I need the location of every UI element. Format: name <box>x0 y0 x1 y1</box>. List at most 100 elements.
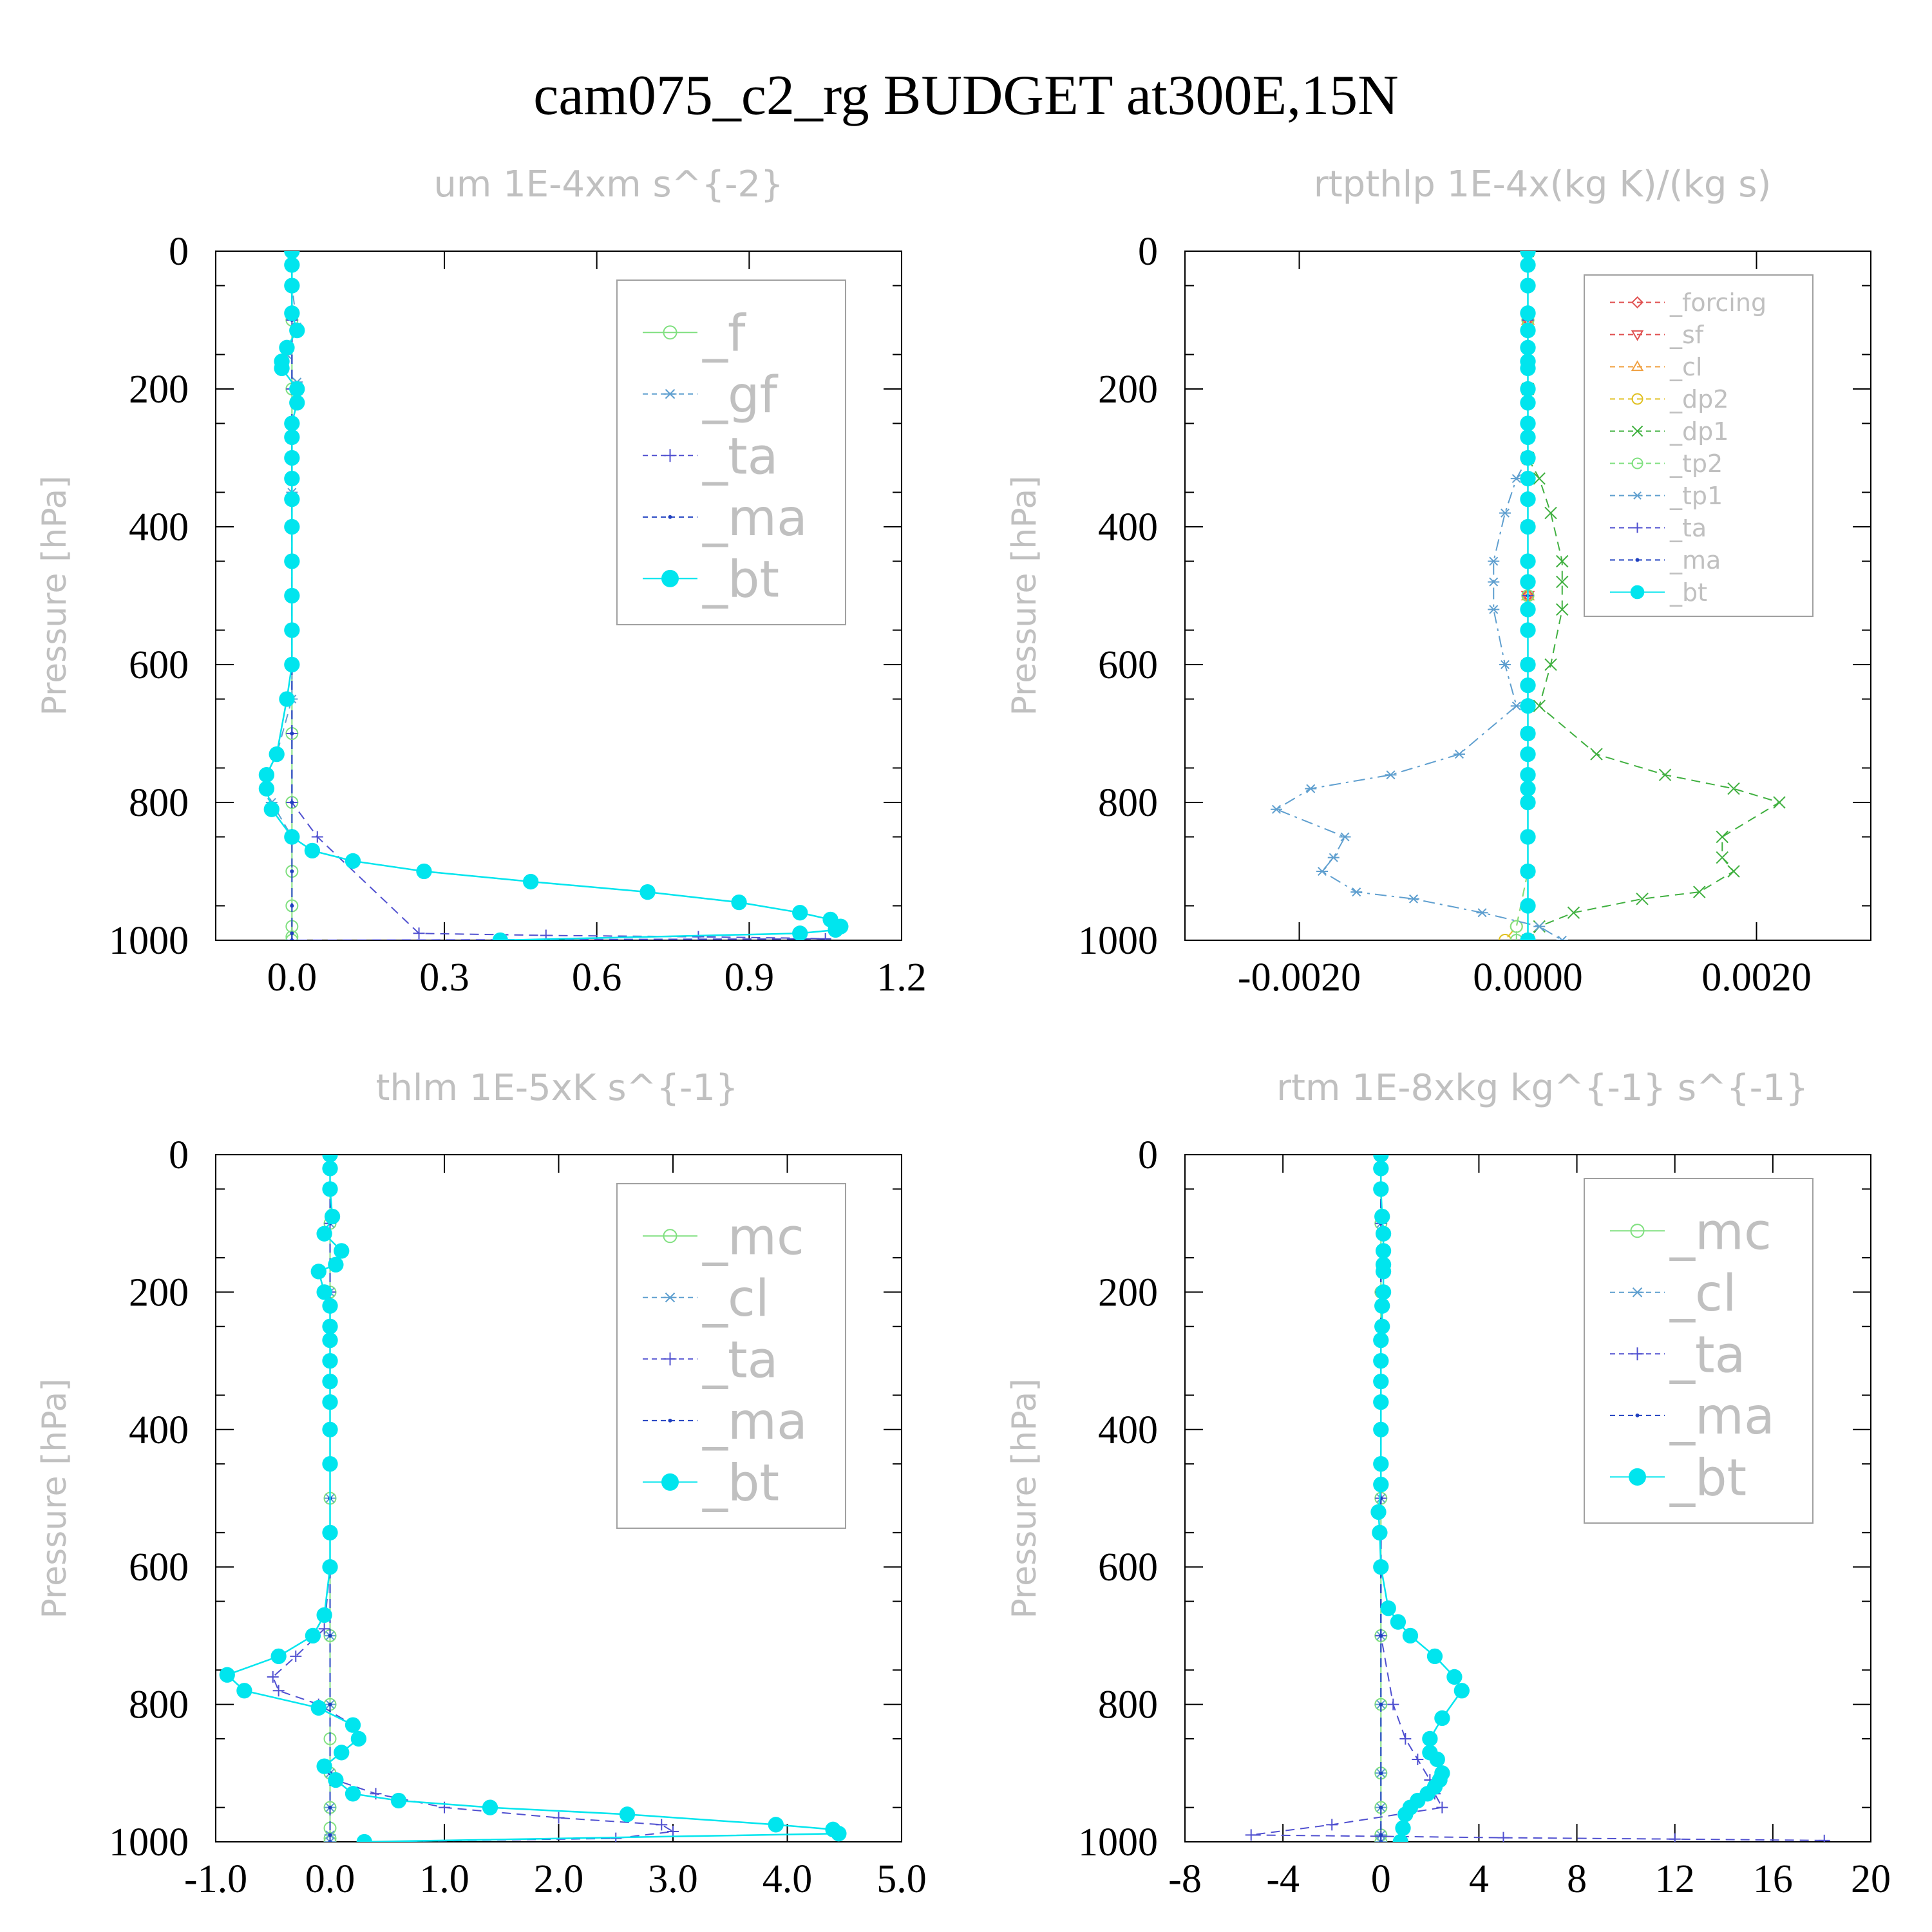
marker-small-dot <box>1379 1702 1383 1707</box>
marker-cross <box>1636 893 1649 905</box>
marker-small-dot <box>290 800 294 804</box>
panel-2: 0 200 400 600 800 1000 -0.0020 0.0000 0.0020 rtpt… <box>1005 164 1871 999</box>
marker-dot <box>828 922 844 938</box>
marker-plus <box>1631 1347 1644 1361</box>
marker-dot <box>322 1181 338 1197</box>
legend-item-sf: _sf <box>1610 321 1705 349</box>
marker-dot <box>274 360 290 377</box>
marker-dot <box>1520 898 1536 914</box>
marker-dot <box>316 1758 332 1774</box>
y-tick-label: 600 <box>129 1546 189 1589</box>
y-axis-label: Pressure [hPa] <box>35 476 74 716</box>
marker-dot <box>334 1745 350 1761</box>
y-tick-label: 800 <box>1098 781 1158 825</box>
marker-cross <box>1544 506 1557 520</box>
y-tick-label: 200 <box>1098 1271 1158 1314</box>
marker-asterisk <box>1454 750 1465 759</box>
marker-dot <box>1373 1352 1389 1369</box>
marker-dot <box>1392 1833 1408 1842</box>
marker-dot <box>1520 698 1536 714</box>
marker-dot <box>1454 1683 1470 1699</box>
y-tick-label: 1000 <box>1078 919 1158 963</box>
marker-dot <box>289 322 305 339</box>
marker-plus <box>553 1812 565 1824</box>
legend-label: _ta <box>702 428 778 486</box>
marker-dot <box>284 251 300 260</box>
marker-circle <box>1510 920 1523 933</box>
legend-label: _dp1 <box>1669 417 1728 446</box>
marker-dot <box>1520 781 1536 797</box>
panel-title: rtpthlp 1E-4x(kg K)/(kg s) <box>1314 164 1772 205</box>
marker-asterisk <box>1339 832 1351 842</box>
marker-asterisk <box>1488 577 1500 587</box>
marker-dot <box>1520 415 1536 431</box>
x-tick-label: -0.0020 <box>1238 956 1361 999</box>
legend-label: _cl <box>702 1270 770 1328</box>
marker-dot <box>322 1456 338 1472</box>
marker-dot <box>350 1730 367 1747</box>
marker-plus <box>413 927 425 940</box>
panel-title: um 1E-4xm s^{-2} <box>433 164 783 205</box>
marker-dot <box>219 1667 235 1683</box>
marker-plus <box>663 1352 677 1366</box>
y-tick-label: 800 <box>129 781 189 825</box>
legend-label: _bt <box>1669 1449 1747 1507</box>
marker-dot <box>304 842 321 859</box>
legend: _f_gf_ta_ma_bt <box>616 279 846 625</box>
marker-dot <box>236 1683 252 1699</box>
marker-cross <box>1658 768 1672 781</box>
panel-1: 0 200 400 600 800 1000 0.0 0.3 0.6 0.9 1.2 um 1E-4x… <box>35 164 927 999</box>
x-tick-label: 3.0 <box>648 1857 698 1901</box>
y-tick-label: 0 <box>169 1133 189 1177</box>
marker-plus <box>692 931 705 940</box>
y-tick-label: 0 <box>1138 1133 1158 1177</box>
marker-circle <box>663 1229 677 1244</box>
marker-circle <box>1510 934 1523 940</box>
plot-area <box>258 251 849 940</box>
legend: _mc_cl_ta_ma_bt <box>616 1183 846 1529</box>
legend-label: _ta <box>1669 1326 1745 1384</box>
legend-label: _sf <box>1669 321 1705 349</box>
legend-item-cl: _cl <box>1610 1265 1737 1323</box>
marker-plus <box>318 1623 330 1635</box>
marker-small-dot <box>328 1833 332 1837</box>
marker-small-dot <box>290 931 294 936</box>
y-tick-label: 0 <box>169 230 189 274</box>
legend-item-ta: _ta <box>643 1331 778 1389</box>
marker-asterisk <box>1499 508 1511 518</box>
marker-dot <box>482 1799 498 1815</box>
marker-cross <box>1590 748 1603 761</box>
marker-dot <box>1380 1600 1396 1616</box>
marker-dot <box>619 1806 636 1823</box>
legend-label: _mc <box>702 1208 804 1266</box>
marker-cross <box>1693 886 1706 898</box>
marker-circle <box>285 930 299 940</box>
marker-cross <box>1544 658 1557 671</box>
marker-dot <box>328 1256 344 1273</box>
marker-dot <box>1402 1627 1419 1644</box>
y-tick-label: 800 <box>1098 1683 1158 1727</box>
marker-dot <box>284 622 300 638</box>
y-tick-label: 200 <box>129 1271 189 1314</box>
marker-cross <box>1631 425 1643 437</box>
legend-item-mc: _mc <box>1610 1203 1772 1261</box>
marker-dot <box>322 1559 338 1575</box>
marker-circle <box>1631 393 1643 405</box>
x-tick-label: 0.0000 <box>1473 956 1583 999</box>
legend-label: _ma <box>1669 546 1721 574</box>
legend-label: _mc <box>1669 1203 1772 1261</box>
legend-item-dp1: _dp1 <box>1610 417 1728 446</box>
marker-cross <box>1556 554 1569 568</box>
marker-plus <box>1399 1732 1412 1745</box>
marker-dot <box>322 1318 338 1334</box>
marker-dot <box>328 1772 344 1788</box>
marker-dot <box>263 801 279 817</box>
y-tick-label: 200 <box>1098 368 1158 412</box>
marker-dot <box>1520 518 1536 535</box>
marker-dot <box>1629 1468 1646 1486</box>
marker-dot <box>1390 1614 1406 1630</box>
marker-dot <box>345 1786 361 1802</box>
marker-dot <box>1520 322 1536 339</box>
x-tick-label: -8 <box>1168 1857 1202 1901</box>
